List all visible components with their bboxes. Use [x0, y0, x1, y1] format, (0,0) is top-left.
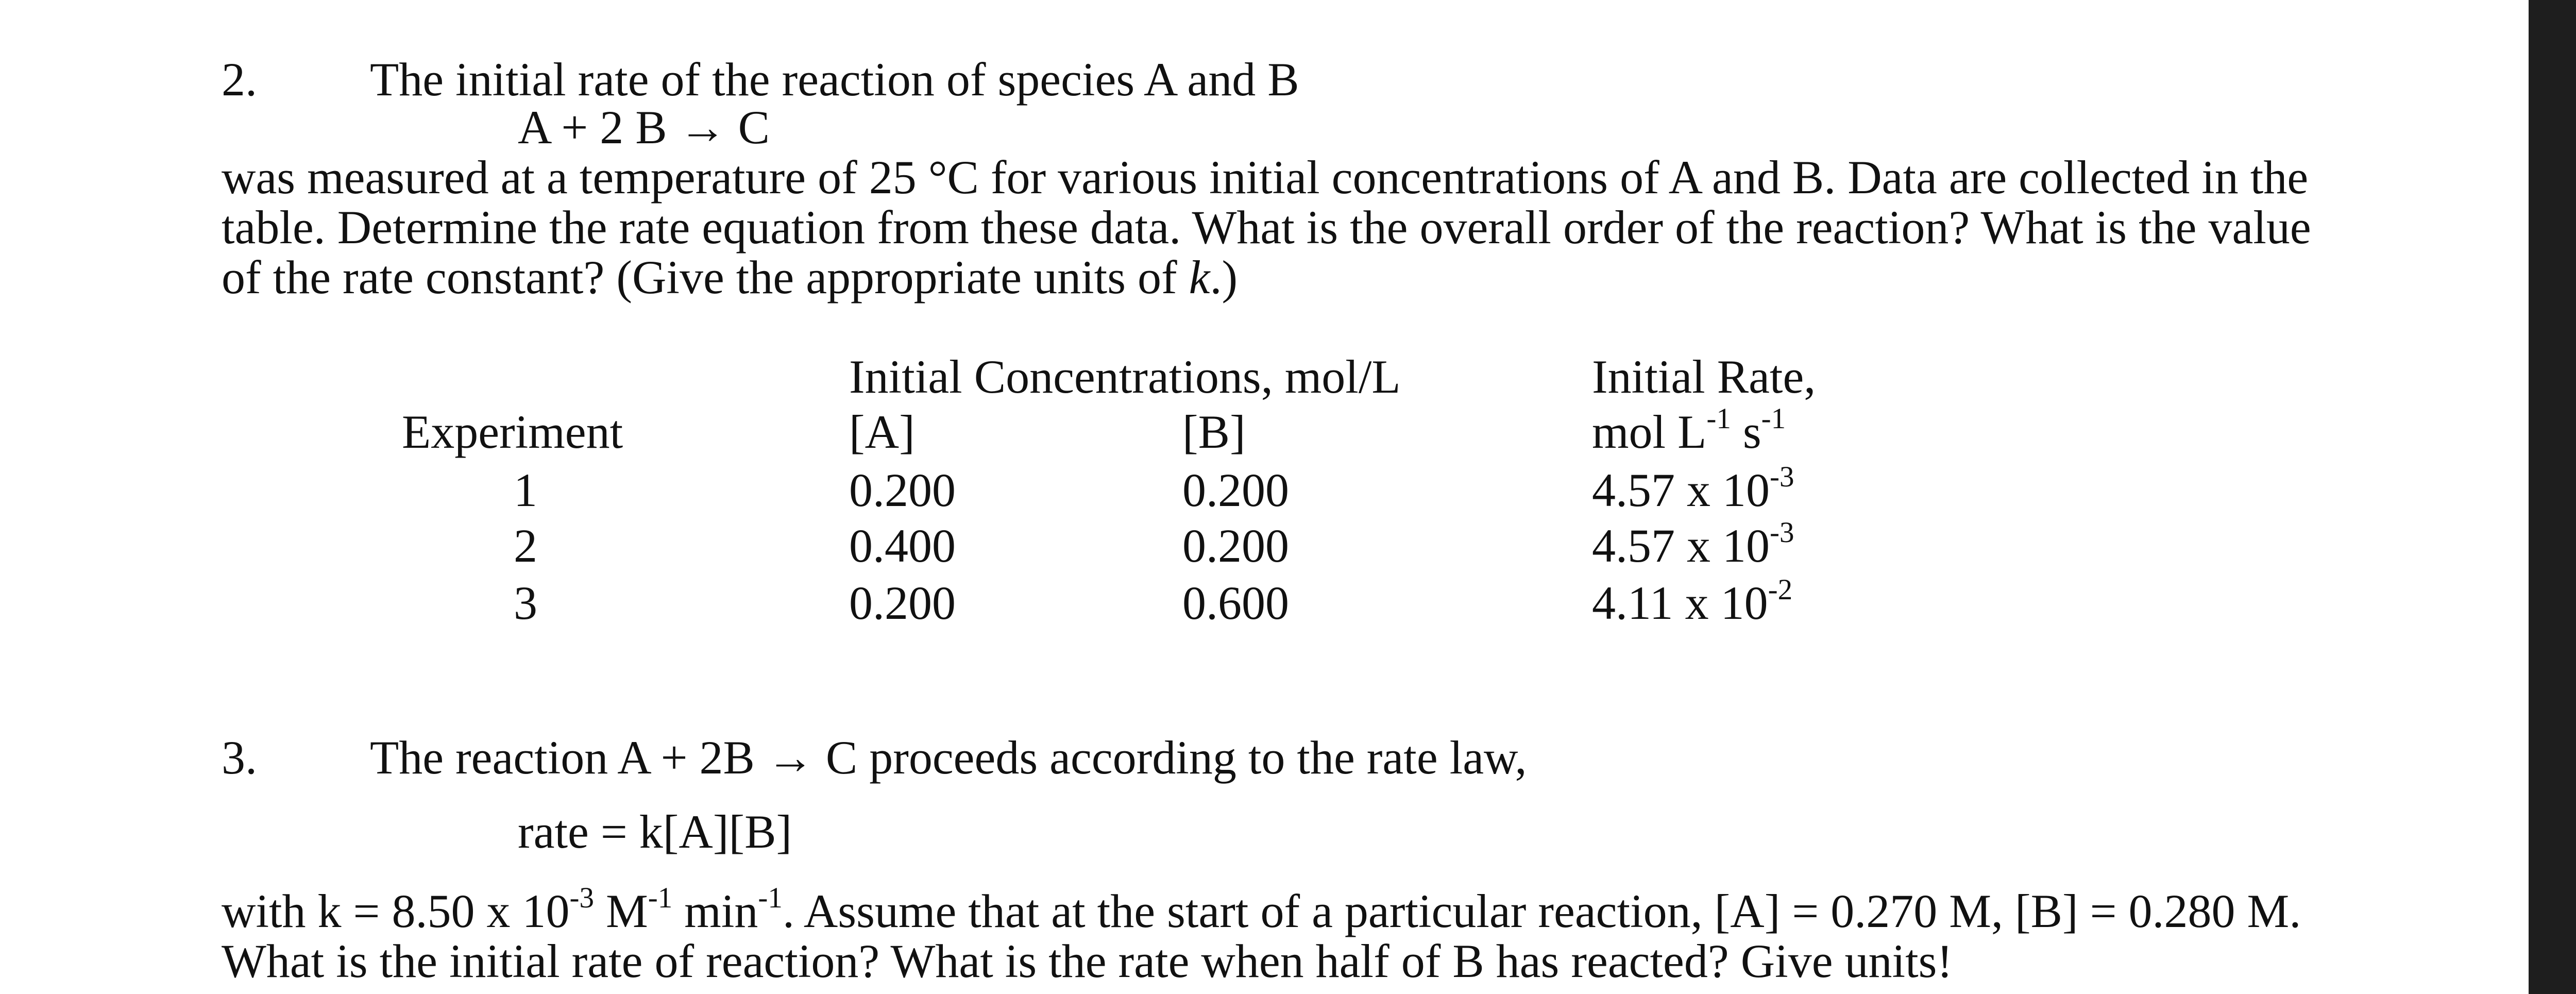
- unit-minute: min: [672, 885, 758, 937]
- header-rate-units: mol L-1 s-1: [1592, 403, 1786, 458]
- problem-2-number: 2.: [222, 53, 257, 106]
- rate-units-exponent-1: -1: [1706, 402, 1731, 435]
- problem-3-number: 3.: [222, 731, 257, 784]
- problem-2-equation: A + 2 B → C: [518, 101, 770, 154]
- problem-2-body-line-3: of the rate constant? (Give the appropri…: [222, 252, 2311, 302]
- row-1-experiment: 1: [514, 464, 537, 516]
- rate-constant-exponent: -3: [569, 881, 594, 914]
- unit-minute-exponent: -1: [758, 881, 783, 914]
- header-experiment: Experiment: [402, 406, 623, 458]
- row-2-rate-base: 4.57 x 10: [1592, 519, 1770, 572]
- problem-3-body-line-1-suffix: . Assume that at the start of a particul…: [782, 885, 2301, 937]
- row-3-concentration-a: 0.200: [849, 577, 956, 629]
- problem-2-body-line-3-suffix: .): [1210, 251, 1238, 304]
- header-concentration-a: [A]: [849, 406, 915, 458]
- problem-3-intro: The reaction A + 2B → C proceeds accordi…: [370, 731, 1527, 784]
- row-1-concentration-b: 0.200: [1182, 464, 1289, 516]
- rate-constant-value: with k = 8.50 x 10: [222, 885, 570, 937]
- rate-units-prefix: mol L: [1592, 406, 1707, 458]
- row-2-experiment: 2: [514, 519, 537, 572]
- row-2-initial-rate: 4.57 x 10-3: [1592, 517, 1794, 572]
- problem-3-body-line-2: What is the initial rate of reaction? Wh…: [222, 935, 1953, 987]
- problem-3-body-line-1: with k = 8.50 x 10-3 M-1 min-1. Assume t…: [222, 883, 2301, 937]
- row-1-initial-rate: 4.57 x 10-3: [1592, 462, 1794, 516]
- row-3-concentration-b: 0.600: [1182, 577, 1289, 629]
- window-edge-bar: [2529, 0, 2576, 994]
- row-3-initial-rate: 4.11 x 10-2: [1592, 575, 1792, 629]
- row-2-rate-exponent: -3: [1770, 516, 1794, 549]
- problem-2-body-line-3-prefix: of the rate constant? (Give the appropri…: [222, 251, 1189, 304]
- problem-2-body-line-2: table. Determine the rate equation from …: [222, 201, 2311, 254]
- row-1-rate-base: 4.57 x 10: [1592, 464, 1770, 516]
- unit-molar: M: [594, 885, 648, 937]
- problem-2-intro: The initial rate of the reaction of spec…: [370, 53, 1299, 106]
- row-2-concentration-b: 0.200: [1182, 519, 1289, 572]
- row-2-concentration-a: 0.400: [849, 519, 956, 572]
- row-3-experiment: 3: [514, 577, 537, 629]
- row-3-rate-exponent: -2: [1768, 573, 1793, 606]
- rate-units-exponent-2: -1: [1761, 402, 1786, 435]
- row-3-rate-base: 4.11 x 10: [1592, 577, 1768, 629]
- problem-2-body: was measured at a temperature of 25 °C f…: [222, 153, 2311, 302]
- problem-2-body-line-1: was measured at a temperature of 25 °C f…: [222, 151, 2309, 204]
- header-initial-rate: Initial Rate,: [1592, 350, 1816, 403]
- problem-3-body: with k = 8.50 x 10-3 M-1 min-1. Assume t…: [222, 883, 2301, 987]
- header-initial-concentrations: Initial Concentrations, mol/L: [849, 350, 1401, 403]
- row-1-concentration-a: 0.200: [849, 464, 956, 516]
- unit-molar-exponent: -1: [648, 881, 673, 914]
- problem-3-rate-law: rate = k[A][B]: [518, 805, 792, 858]
- rate-constant-symbol: k: [1189, 251, 1210, 304]
- rate-units-middle: s: [1731, 406, 1761, 458]
- row-1-rate-exponent: -3: [1770, 460, 1794, 493]
- header-concentration-b: [B]: [1182, 406, 1246, 458]
